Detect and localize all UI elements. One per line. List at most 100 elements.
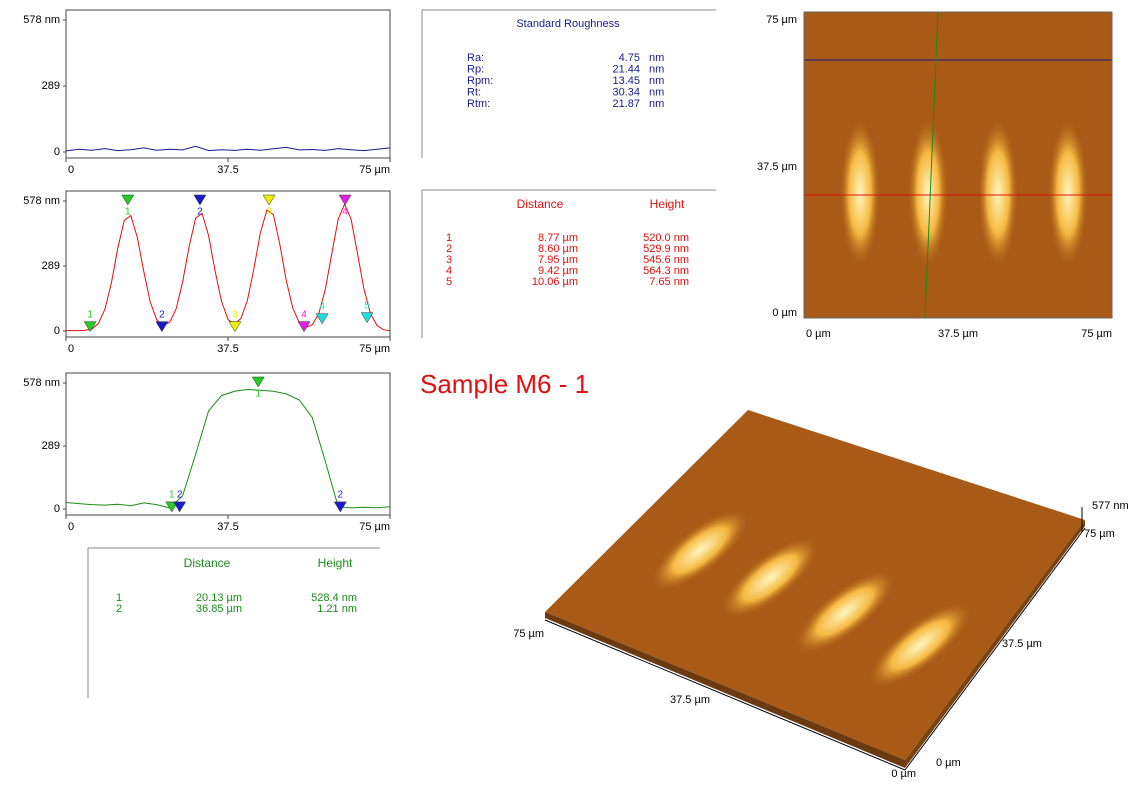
x-tick-label: 37.5: [217, 164, 238, 176]
roughness-value: 21.44: [612, 63, 640, 75]
y-tick-label: 289: [42, 80, 60, 92]
table-cell: 5: [446, 276, 452, 288]
roughness-unit: nm: [649, 63, 664, 75]
y-tick-label: 0: [54, 325, 60, 337]
table-cell: 545.6 nm: [643, 254, 689, 266]
right-axis-label: 0 µm: [936, 757, 961, 769]
cursor-marker: [121, 194, 135, 206]
roughness-value: 4.75: [619, 52, 640, 64]
cursor-label: 5: [364, 300, 370, 311]
cursor-label: 3: [232, 309, 238, 320]
roughness-label: Rpm:: [467, 75, 493, 87]
table-header: Distance: [184, 556, 231, 570]
left-axis-label: 0 µm: [891, 768, 916, 780]
cursor-label: 2: [159, 309, 165, 320]
x-tick-label: 0: [68, 164, 74, 176]
afm-image: [803, 11, 1113, 319]
plot-frame: [65, 9, 391, 159]
y-tick-label: 0: [54, 146, 60, 158]
cursor-label: 4: [342, 207, 348, 218]
cursor-label: 4: [319, 301, 325, 312]
x-tick-label: 0: [68, 343, 74, 355]
table-cell: 4: [446, 265, 452, 277]
roughness-unit: nm: [649, 52, 664, 64]
profile-line: [66, 202, 391, 332]
cursor-marker: [83, 321, 97, 333]
cursor-label: 2: [338, 490, 344, 501]
cursor-marker: [155, 321, 169, 333]
table-cell: 1.21 nm: [317, 603, 357, 615]
roughness-unit: nm: [649, 86, 664, 98]
cursor-marker: [173, 501, 187, 513]
table-cell: 2: [116, 603, 122, 615]
table-cell: 520.0 nm: [643, 232, 689, 244]
image-y-label: 0 µm: [772, 307, 797, 319]
cursor-marker: [333, 501, 347, 513]
cursor-marker: [193, 194, 207, 206]
cursor-label: 1: [169, 490, 175, 501]
cursor-label: 1: [87, 309, 93, 320]
cursor-label: 1: [255, 389, 261, 400]
table-cell: 8.77 µm: [538, 232, 578, 244]
cursor-marker: [297, 321, 311, 333]
x-tick-label: 0: [68, 521, 74, 533]
distance-panel-red: [421, 189, 716, 338]
z-label: 577 nm: [1092, 500, 1129, 512]
afm-3d-view: [544, 410, 1086, 771]
table-cell: 9.42 µm: [538, 265, 578, 277]
distance-panel-green: [87, 547, 380, 698]
roughness-label: Ra:: [467, 52, 484, 64]
profile-line: [65, 388, 391, 509]
roughness-unit: nm: [649, 98, 664, 110]
image-x-label: 0 µm: [806, 328, 831, 340]
cursor-label: 3: [266, 207, 272, 218]
table-cell: 7.95 µm: [538, 254, 578, 266]
roughness-label: Rtm:: [467, 98, 490, 110]
table-cell: 1: [446, 232, 452, 244]
roughness-title: Standard Roughness: [516, 18, 620, 30]
table-header: Height: [650, 197, 685, 211]
y-tick-label: 578 nm: [23, 14, 60, 26]
cursor-label: 4: [301, 309, 307, 320]
y-tick-label: 289: [42, 260, 60, 272]
table-cell: 1: [116, 592, 122, 604]
table-cell: 20.13 µm: [196, 592, 242, 604]
table-cell: 3: [446, 254, 452, 266]
profile-line: [65, 145, 391, 152]
y-tick-label: 578 nm: [23, 195, 60, 207]
table-cell: 2: [446, 243, 452, 255]
roughness-panel: Standard Roughness: [421, 9, 716, 158]
image-x-label: 75 µm: [1081, 328, 1112, 340]
cursor-marker: [360, 312, 374, 324]
cursor-marker: [262, 194, 276, 206]
roughness-value: 30.34: [612, 86, 640, 98]
table-cell: 528.4 nm: [311, 592, 357, 604]
right-axis-label: 37.5 µm: [1002, 638, 1042, 650]
x-tick-label: 75 µm: [359, 164, 390, 176]
sample-title: Sample M6 - 1: [420, 369, 589, 399]
x-tick-label: 75 µm: [359, 521, 390, 533]
image-y-label: 75 µm: [766, 14, 797, 26]
image-x-label: 37.5 µm: [938, 328, 978, 340]
roughness-value: 13.45: [612, 75, 640, 87]
cursor-marker: [338, 194, 352, 206]
image-y-label: 37.5 µm: [757, 161, 797, 173]
x-tick-label: 75 µm: [359, 343, 390, 355]
table-cell: 564.3 nm: [643, 265, 689, 277]
roughness-label: Rt:: [467, 86, 481, 98]
right-axis-label: 75 µm: [1084, 528, 1115, 540]
y-tick-label: 0: [54, 503, 60, 515]
y-tick-label: 578 nm: [23, 377, 60, 389]
x-tick-label: 37.5: [217, 521, 238, 533]
table-header: Height: [318, 556, 353, 570]
cursor-marker: [315, 313, 329, 325]
table-cell: 529.9 nm: [643, 243, 689, 255]
cursor-label: 2: [197, 207, 203, 218]
table-cell: 36.85 µm: [196, 603, 242, 615]
cursor-label: 2: [177, 490, 183, 501]
x-tick-label: 37.5: [217, 343, 238, 355]
table-cell: 10.06 µm: [532, 276, 578, 288]
roughness-label: Rp:: [467, 63, 484, 75]
